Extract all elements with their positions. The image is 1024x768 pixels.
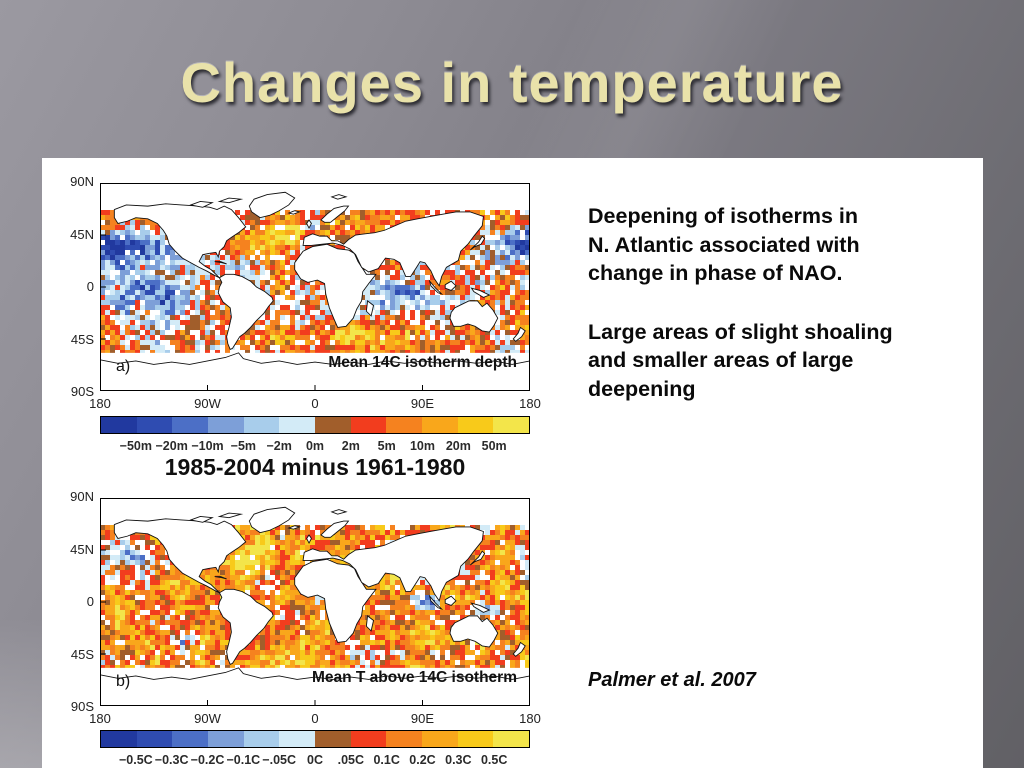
y-tick-label: 90S xyxy=(70,384,94,399)
colorbar-segment xyxy=(101,417,137,433)
colorbar-tick-label: 0.1C xyxy=(373,753,400,767)
colorbar-tick-label: −10m xyxy=(191,439,224,453)
citation: Palmer et al. 2007 xyxy=(588,669,756,691)
x-tick-label: 180 xyxy=(89,396,111,411)
figure-b-x-axis: 180 90W 0 90E 180 xyxy=(89,711,541,727)
figure-b: 90N 45N 0 45S 90S b) Mean T above 14C isothe… xyxy=(70,490,541,727)
figure-b-caption: Mean T above 14C isotherm xyxy=(311,669,517,686)
note-paragraph-2: Large areas of slight shoaling and small… xyxy=(588,319,893,401)
colorbar-segment xyxy=(422,731,458,747)
colorbar-tick-label: −50m xyxy=(119,439,152,453)
y-tick-label: 45S xyxy=(70,331,94,347)
y-tick-label: 0 xyxy=(86,594,94,609)
colorbar-tick-label: 5m xyxy=(377,439,396,453)
map-b-canvas xyxy=(100,498,530,706)
colorbar-b-labels: −0.5C −0.3C −0.2C −0.1C −.05C 0C .05C 0.1C 0.2C 0… xyxy=(100,753,530,768)
figure-b-y-axis: 90N 45N 0 45S 90S xyxy=(52,490,94,714)
colorbar-segment xyxy=(243,731,280,747)
colorbar-segment xyxy=(386,417,423,433)
colorbar-tick-label: −0.1C xyxy=(226,753,261,767)
colorbar-segment xyxy=(279,731,316,747)
map-a-canvas xyxy=(100,183,530,391)
colorbar-tick-label: −2m xyxy=(266,439,292,453)
colorbar-tick-label: .05C xyxy=(337,753,365,767)
x-tick-label: 90E xyxy=(410,396,435,411)
colorbar-segment xyxy=(208,417,244,433)
y-tick-label: 45N xyxy=(70,226,94,242)
colorbar-tick-label: −20m xyxy=(155,439,188,453)
colorbar-segment xyxy=(493,731,530,747)
figure-a: 90N 45N 0 45S 90S a) Mean 14C isotherm depth… xyxy=(70,175,541,412)
y-tick-label: 45S xyxy=(70,646,94,662)
colorbar-segment xyxy=(457,731,494,747)
colorbar-a xyxy=(100,416,530,434)
colorbar-tick-label: 2m xyxy=(341,439,360,453)
colorbar-segment xyxy=(386,731,423,747)
x-tick-label: 180 xyxy=(519,711,541,726)
colorbar-segment xyxy=(493,417,530,433)
comparison-title: 1985-2004 minus 1961-1980 xyxy=(164,454,466,480)
slide-title: Changes in temperature xyxy=(180,51,844,114)
colorbar-segment xyxy=(136,731,173,747)
colorbar-segment xyxy=(172,731,209,747)
y-tick-label: 90N xyxy=(70,489,94,504)
colorbar-tick-label: −.05C xyxy=(262,753,297,767)
colorbar-segment xyxy=(350,731,387,747)
colorbar-segment xyxy=(136,417,173,433)
colorbar-segment xyxy=(315,731,351,747)
colorbar-segment xyxy=(350,417,387,433)
y-tick-label: 45N xyxy=(70,541,94,557)
colorbar-segment xyxy=(172,417,209,433)
colorbar-tick-label: −0.5C xyxy=(118,753,153,767)
colorbar-segment xyxy=(243,417,280,433)
x-tick-label: 90W xyxy=(194,711,221,726)
x-tick-label: 180 xyxy=(89,711,111,726)
colorbar-tick-label: 0.2C xyxy=(409,753,436,767)
colorbar-tick-label: 0C xyxy=(307,753,323,767)
x-tick-label: 90W xyxy=(194,396,221,411)
colorbar-segment xyxy=(315,417,351,433)
content-panel: 90N 45N 0 45S 90S a) Mean 14C isotherm depth… xyxy=(42,158,983,768)
figure-a-y-axis: 90N 45N 0 45S 90S xyxy=(52,175,94,399)
notes-block: Deepening of isotherms in N. Atlantic as… xyxy=(588,202,958,434)
colorbar-segment xyxy=(422,417,458,433)
colorbar-b xyxy=(100,730,530,748)
figure-b-panel-label: b) xyxy=(116,673,131,690)
y-tick-label: 90S xyxy=(70,699,94,714)
x-tick-label: 0 xyxy=(311,711,319,726)
colorbar-a-labels: −50m −20m −10m −5m −2m 0m 2m 5m 10m 20m 50m xyxy=(100,439,530,454)
figure-a-x-axis: 180 90W 0 90E 180 xyxy=(89,396,541,412)
colorbar-tick-label: 0m xyxy=(305,439,325,453)
x-tick-label: 0 xyxy=(311,396,319,411)
colorbar-segment xyxy=(208,731,244,747)
colorbar-tick-label: 20m xyxy=(445,439,471,453)
note-paragraph-1: Deepening of isotherms in N. Atlantic as… xyxy=(588,204,860,286)
colorbar-tick-label: −0.3C xyxy=(154,753,189,767)
colorbar-tick-label: 0.3C xyxy=(445,753,472,767)
x-tick-label: 90E xyxy=(410,711,435,726)
colorbar-tick-label: 10m xyxy=(409,439,436,453)
colorbar-tick-label: 0.5C xyxy=(480,753,508,767)
y-tick-label: 90N xyxy=(70,174,94,189)
colorbar-tick-label: −0.2C xyxy=(190,753,225,767)
colorbar-tick-label: −5m xyxy=(230,439,257,453)
colorbar-segment xyxy=(101,731,137,747)
figure-a-panel-label: a) xyxy=(116,358,131,375)
figure-a-caption: Mean 14C isotherm depth xyxy=(328,354,517,371)
colorbar-tick-label: 50m xyxy=(481,439,507,453)
y-tick-label: 0 xyxy=(86,279,94,294)
x-tick-label: 180 xyxy=(519,396,541,411)
colorbar-segment xyxy=(457,417,494,433)
colorbar-segment xyxy=(279,417,316,433)
